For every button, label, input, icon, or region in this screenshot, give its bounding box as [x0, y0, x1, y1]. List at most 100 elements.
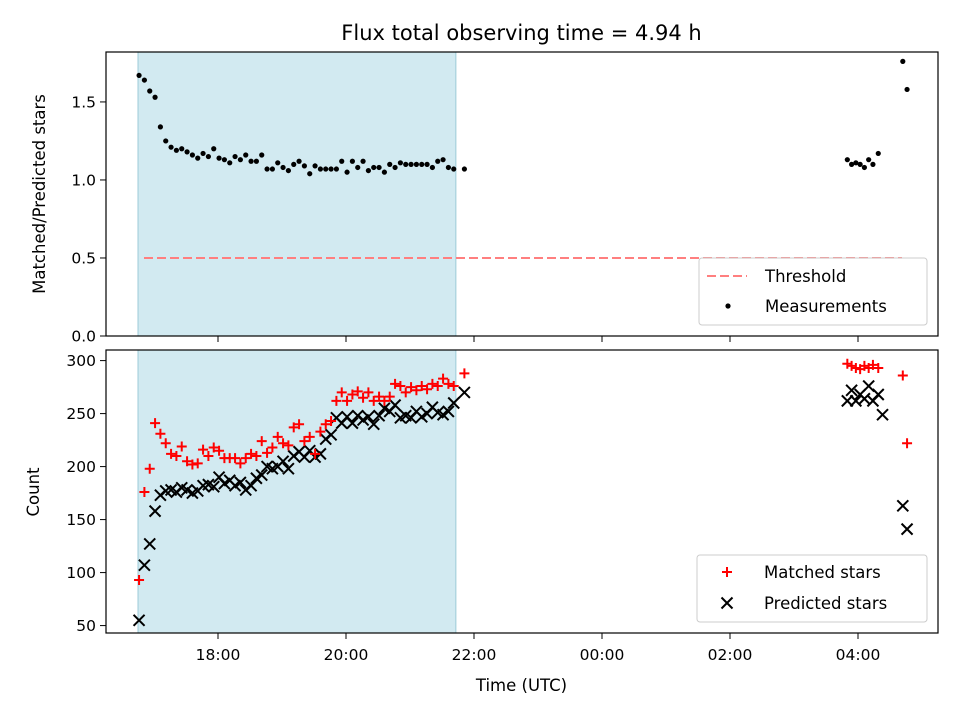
matched-star-point [310, 448, 321, 459]
predicted-star-point [900, 522, 914, 536]
predicted-star-point [276, 455, 290, 468]
matched-star-point [427, 378, 438, 389]
matched-star-point [368, 395, 379, 406]
matched-star-point [873, 363, 884, 374]
bottom-y-tick-label: 150 [66, 511, 96, 529]
measurement-point [317, 166, 323, 172]
bottom-frame [105, 349, 939, 634]
bottom-y-tick-label: 300 [66, 352, 96, 370]
matched-star-point [384, 391, 395, 402]
measurement-point [870, 161, 876, 167]
measurement-point [861, 164, 868, 171]
legend-predicted-swatch [720, 596, 734, 610]
measurement-point [419, 161, 425, 167]
measurement-point [376, 164, 382, 171]
x-tick-label: 02:00 [708, 646, 753, 664]
predicted-star-point [282, 462, 295, 475]
matched-star-point [363, 387, 374, 398]
measurement-point [349, 158, 355, 164]
matched-star-point [315, 426, 326, 437]
predicted-star-point [314, 447, 327, 461]
matched-star-point [897, 370, 908, 381]
measurement-point [397, 160, 403, 166]
predicted-star-point [255, 468, 268, 482]
matched-star-point [251, 450, 262, 461]
predicted-star-point [244, 479, 258, 492]
measurement-point [157, 124, 163, 130]
measurement-point [221, 157, 227, 163]
legend-matched-swatch [722, 567, 732, 577]
measurement-point [275, 160, 281, 166]
matched-star-point [379, 395, 390, 406]
matched-star-point [432, 381, 443, 392]
measurement-point [291, 161, 297, 167]
measurement-point [875, 150, 881, 157]
measurement-point [365, 167, 371, 174]
legend-matched-label: Matched stars [764, 563, 881, 582]
matched-star-point [171, 450, 182, 461]
measurement-point [168, 144, 174, 150]
measurement-point [853, 160, 859, 166]
bottom-y-axis-label: Count [24, 467, 43, 517]
measurement-point [435, 158, 441, 164]
matched-star-point [240, 453, 251, 464]
matched-star-point [283, 440, 294, 451]
measurement-point [195, 155, 201, 161]
matched-star-point [176, 441, 187, 452]
matched-star-point [416, 381, 427, 392]
predicted-star-point [367, 417, 380, 431]
measurement-point [403, 161, 409, 167]
matched-star-point [347, 389, 358, 400]
matched-star-point [331, 395, 342, 406]
matched-star-point [160, 438, 171, 449]
matched-star-point [438, 373, 449, 384]
bottom-legend-box [696, 554, 928, 623]
measurement-point [307, 171, 313, 177]
matched-star-point [235, 458, 246, 469]
measurement-point [424, 161, 430, 167]
measurement-point [248, 158, 254, 164]
measurement-point [243, 152, 249, 158]
predicted-star-point [148, 504, 162, 518]
measurement-point [312, 163, 318, 169]
predicted-star-point [876, 408, 889, 421]
measurement-point [253, 158, 259, 164]
predicted-star-point [143, 537, 156, 551]
matched-star-point [155, 428, 166, 439]
legend-measurements-swatch [725, 303, 731, 309]
predicted-star-point [896, 499, 910, 513]
measurement-point [200, 150, 206, 157]
measurement-point [429, 164, 435, 171]
measurement-point [211, 146, 217, 152]
x-tick-label: 00:00 [580, 646, 625, 664]
top-axes: 0.0 0.5 1.0 1.5 Matched/Predicted stars Thr… [30, 51, 939, 346]
measurement-point [849, 161, 855, 167]
matched-star-point [400, 387, 411, 398]
matched-star-point [406, 382, 417, 393]
legend-threshold-label: Threshold [764, 267, 846, 286]
predicted-star-point [447, 396, 460, 410]
measurement-point [259, 152, 265, 158]
matched-star-point [272, 431, 283, 442]
matched-star-point [352, 386, 363, 397]
matched-star-point [198, 444, 209, 455]
measurement-point [381, 169, 387, 175]
bottom-legend: Matched stars Predicted stars [696, 554, 928, 623]
matched-star-point [203, 450, 214, 461]
measurement-point [866, 157, 872, 163]
measurement-point [136, 72, 142, 79]
matched-star-point [256, 436, 267, 447]
measurement-point [371, 164, 377, 171]
top-y-tick-label: 0.0 [71, 328, 96, 346]
bottom-axes: 50 100 150 200 250 300 18:00 20:00 22:00 00:00 02… [24, 349, 939, 695]
matched-star-point [374, 391, 385, 402]
predicted-star-point [324, 428, 338, 442]
measurement-point [900, 58, 906, 64]
measurement-point [152, 94, 158, 100]
matched-star-point [262, 447, 273, 458]
x-tick-label: 22:00 [452, 646, 497, 664]
measurement-point [163, 138, 169, 144]
top-frame [105, 51, 939, 337]
x-tick-label: 18:00 [196, 646, 241, 664]
